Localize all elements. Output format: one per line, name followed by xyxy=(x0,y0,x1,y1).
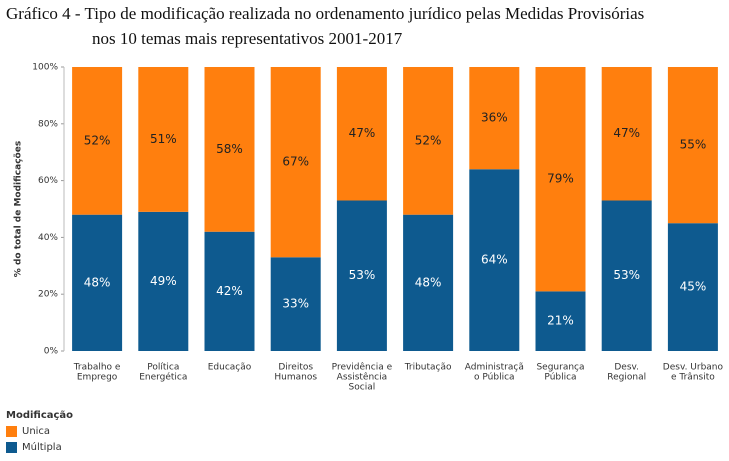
data-label: 42% xyxy=(216,284,243,298)
x-tick-label: Direitos xyxy=(278,363,313,373)
x-tick-label: Energética xyxy=(139,372,187,383)
y-tick-label: 0% xyxy=(44,347,59,357)
data-label: 58% xyxy=(216,142,243,156)
x-tick-label: Pública xyxy=(544,373,576,383)
data-label: 47% xyxy=(349,126,376,140)
x-tick-label: Regional xyxy=(607,373,646,383)
x-tick-label: Social xyxy=(349,383,376,393)
bar-segment xyxy=(204,231,255,351)
bar-segment xyxy=(667,223,718,351)
legend-label: Múltipla xyxy=(22,441,62,453)
data-label: 51% xyxy=(150,132,177,146)
bar-segment xyxy=(270,257,321,351)
bar-segment xyxy=(336,67,387,201)
legend-swatch xyxy=(6,442,17,453)
bar-segment xyxy=(72,67,123,215)
legend-title: Modificação xyxy=(6,410,73,421)
data-label: 67% xyxy=(282,155,309,169)
x-tick-label: Previdência e xyxy=(332,362,393,373)
bar-segment xyxy=(535,291,586,351)
data-label: 48% xyxy=(84,275,111,289)
data-label: 49% xyxy=(150,274,177,288)
x-tick-label: Educação xyxy=(208,363,252,373)
x-tick-label: Trabalho e xyxy=(73,363,121,373)
x-tick-label: Tributação xyxy=(404,363,452,373)
legend-label: Unica xyxy=(22,426,50,437)
x-tick-label: Desv. Urbano xyxy=(663,363,724,373)
y-tick-label: 100% xyxy=(32,63,58,73)
data-label: 79% xyxy=(547,172,574,186)
data-label: 45% xyxy=(680,280,707,294)
bar-segment xyxy=(204,67,255,232)
x-tick-label: Desv. xyxy=(614,363,639,373)
bar-segment xyxy=(601,200,652,351)
bar-segment xyxy=(270,67,321,258)
chart-title: Gráfico 4 - Tipo de modificação realizad… xyxy=(6,4,644,23)
legend-swatch xyxy=(6,426,17,437)
x-tick-label: Administraçã xyxy=(465,363,524,373)
bar-segment xyxy=(403,214,454,351)
x-tick-label: e Trânsito xyxy=(671,373,715,383)
bar-segment xyxy=(403,67,454,215)
x-tick-label: Política xyxy=(147,363,179,373)
bar-segment xyxy=(138,211,189,351)
bar-segment xyxy=(336,200,387,351)
data-label: 21% xyxy=(547,314,574,328)
y-tick-label: 80% xyxy=(38,119,58,129)
data-label: 47% xyxy=(613,126,640,140)
bar-segment xyxy=(72,214,123,351)
data-label: 52% xyxy=(84,133,111,147)
data-label: 53% xyxy=(349,268,376,282)
x-tick-label: Emprego xyxy=(77,373,118,383)
data-label: 55% xyxy=(680,138,707,152)
data-label: 53% xyxy=(613,268,640,282)
y-axis-label: % do total de Modificações xyxy=(14,141,24,277)
data-label: 64% xyxy=(481,253,508,267)
x-tick-label: Segurança xyxy=(536,363,584,373)
bar-segment xyxy=(469,169,520,351)
bar-segment xyxy=(469,67,520,170)
data-label: 33% xyxy=(282,297,309,311)
x-tick-label: o Pública xyxy=(474,373,515,383)
chart-title: nos 10 temas mais representativos 2001-2… xyxy=(92,29,403,48)
bar-segment xyxy=(601,67,652,201)
data-label: 48% xyxy=(415,275,442,289)
bar-segment xyxy=(667,67,718,224)
x-tick-label: Assistência xyxy=(337,372,387,383)
y-tick-label: 20% xyxy=(38,290,58,300)
bar-segment xyxy=(535,67,586,292)
y-tick-label: 40% xyxy=(38,233,58,243)
x-tick-label: Humanos xyxy=(274,373,317,383)
bar-segment xyxy=(138,67,189,212)
y-tick-label: 60% xyxy=(38,176,58,186)
data-label: 36% xyxy=(481,111,508,125)
data-label: 52% xyxy=(415,133,442,147)
